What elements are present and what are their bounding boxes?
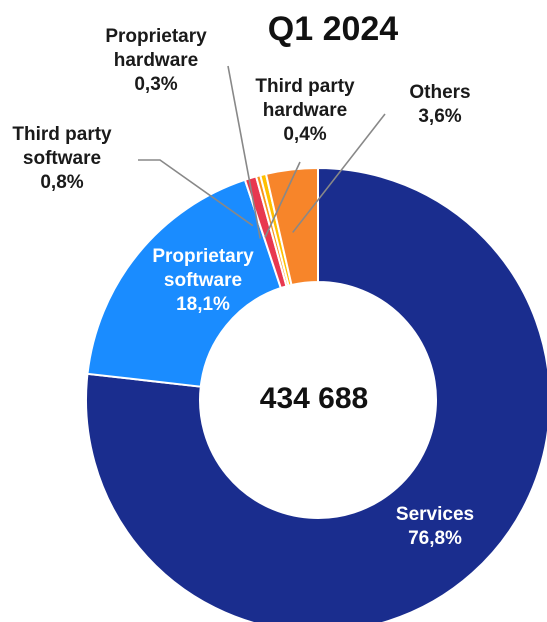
slice-name-label: software (164, 270, 242, 291)
slice-name-label: Proprietary (152, 246, 254, 267)
slice-labels-group: Services 76,8% Proprietary software 18,1% Thi… (12, 26, 474, 549)
slice-name-label: Third party (255, 76, 355, 97)
leader-line-third-party-hardware (264, 161, 301, 238)
slice-name-label: hardware (263, 100, 347, 121)
slice-value-label: 18,1% (176, 294, 230, 315)
slice-value-label: 0,3% (134, 74, 177, 95)
slice-others (264, 166, 319, 287)
leader-line-third-party-software (138, 159, 254, 227)
leader-lines-group (138, 65, 386, 239)
chart-title: Q1 2024 (268, 10, 399, 48)
label-services: Services 76,8% (396, 504, 474, 549)
slice-name-label: Services (396, 504, 474, 525)
slice-name-label: Third party (12, 124, 112, 145)
slice-value-label: 3,6% (418, 106, 461, 127)
slice-services (85, 166, 547, 622)
slice-value-label: 0,8% (40, 172, 83, 193)
slice-name-label: Others (409, 82, 470, 103)
label-others: Others 3,6% (409, 82, 470, 127)
slice-name-label: software (23, 148, 101, 169)
leader-line-proprietary-hardware (227, 65, 262, 239)
label-proprietary-software: Proprietary software 18,1% (152, 246, 254, 315)
slice-proprietary-software (86, 178, 283, 388)
label-third-party-software: Third party software 0,8% (12, 124, 112, 193)
center-total-value: 434 688 (260, 382, 368, 415)
slice-value-label: 0,4% (283, 124, 326, 145)
slice-name-label: hardware (114, 50, 198, 71)
slice-value-label: 76,8% (408, 528, 462, 549)
leader-line-others (292, 113, 386, 233)
label-proprietary-hardware: Proprietary hardware 0,3% (105, 26, 207, 95)
label-third-party-hardware: Third party hardware 0,4% (255, 76, 355, 145)
slice-name-label: Proprietary (105, 26, 207, 47)
